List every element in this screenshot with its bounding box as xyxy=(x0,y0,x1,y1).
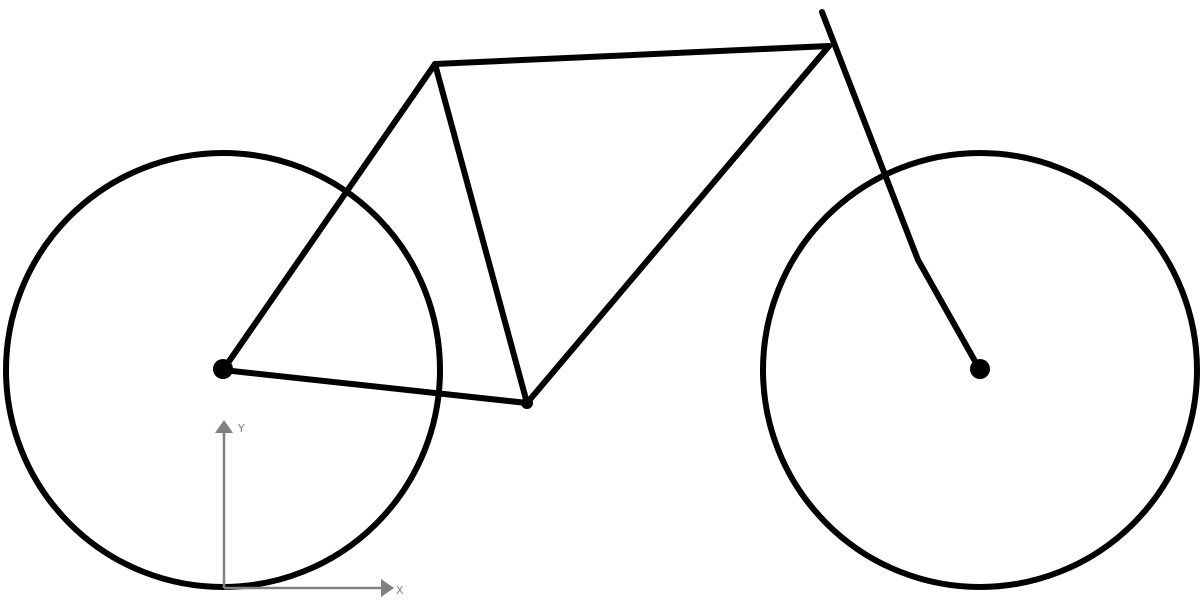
down-tube xyxy=(524,43,832,406)
bottom-bracket-joint xyxy=(521,397,533,409)
bicycle-frame xyxy=(220,9,983,406)
front-axle-joint xyxy=(970,359,990,379)
seat-tube xyxy=(432,61,530,406)
x-axis-label: X xyxy=(396,584,404,597)
y-axis-arrow xyxy=(215,420,233,433)
front-fork xyxy=(819,9,983,373)
coordinate-axes: Y X xyxy=(215,420,404,597)
front-wheel xyxy=(760,150,1200,590)
y-axis-label: Y xyxy=(237,422,245,435)
rear-axle-joint xyxy=(213,359,233,379)
x-axis-arrow xyxy=(381,579,394,597)
chain-stay xyxy=(220,367,530,406)
top-tube xyxy=(432,43,832,67)
seat-stay xyxy=(220,61,438,373)
